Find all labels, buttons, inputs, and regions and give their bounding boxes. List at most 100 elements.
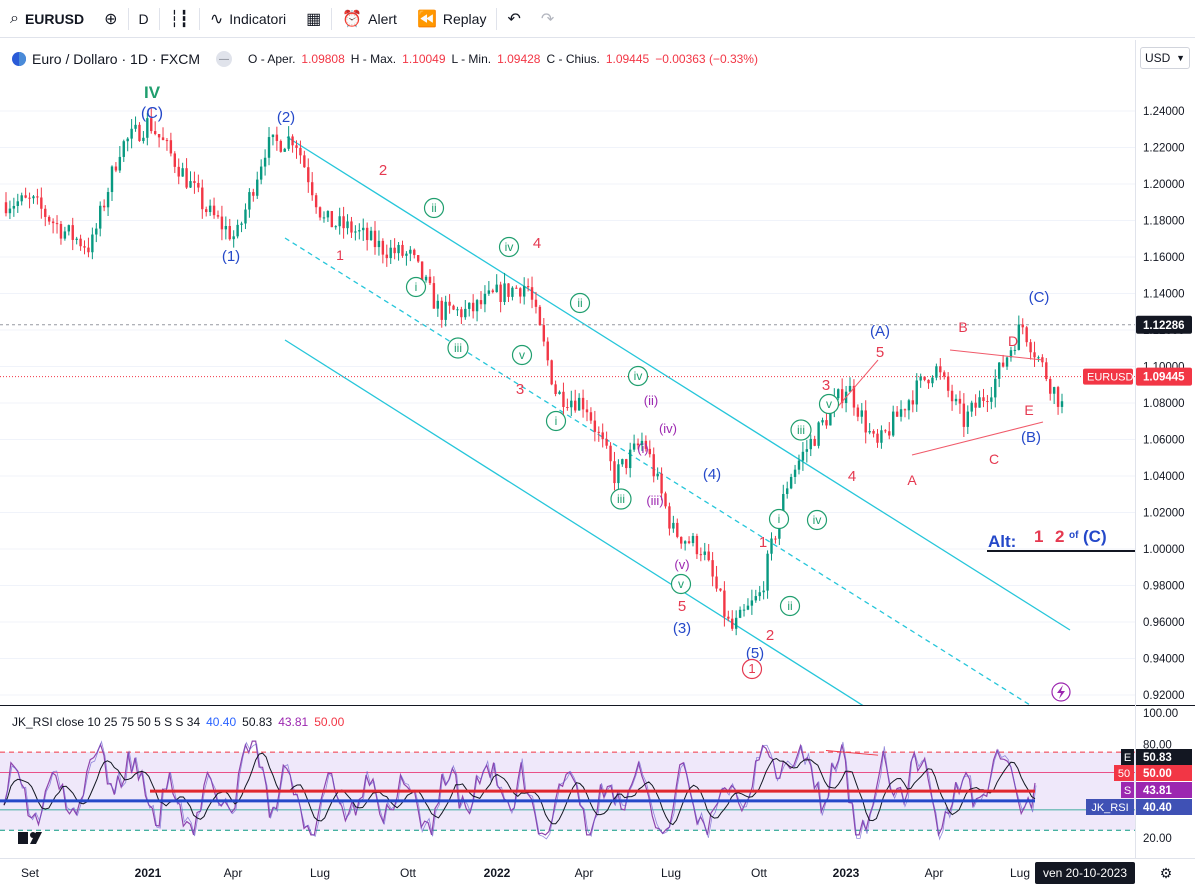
candle-body: [719, 588, 722, 591]
candle-body: [12, 205, 16, 209]
channel-middle-line: [284, 237, 1031, 705]
rsi-value-2: 50.83: [242, 715, 273, 729]
candle-body: [212, 205, 216, 216]
candle-body: [1033, 352, 1036, 358]
alert-button[interactable]: ⏰ Alert: [332, 0, 407, 38]
replay-button[interactable]: ⏪ Replay: [407, 0, 497, 38]
candle-body: [707, 551, 710, 561]
candle-body: [703, 551, 706, 555]
wave-label: (i): [637, 441, 649, 456]
price-axis[interactable]: 1.24000 1.22000 1.20000 1.18000 1.16000 1.140…: [1143, 106, 1185, 702]
last-price-text: 1.09445: [1143, 372, 1185, 384]
candle-body: [389, 247, 392, 259]
legend-toggle-icon[interactable]: —: [216, 51, 233, 67]
candle-body: [79, 238, 82, 247]
rsi-value-box: [1136, 799, 1192, 815]
gear-icon[interactable]: ⚙: [1160, 865, 1173, 881]
candle-body: [495, 284, 498, 293]
candle-body: [122, 141, 125, 157]
price-tick-label: 0.98000: [1143, 581, 1185, 593]
wave-label: iii: [617, 492, 625, 506]
wave-label: v: [678, 577, 684, 591]
candle-body: [224, 226, 228, 230]
candle-body: [943, 372, 946, 377]
candle-body: [683, 541, 687, 544]
wave-label: iv: [505, 240, 514, 254]
candle-body: [1009, 350, 1013, 358]
wave-label: E: [1024, 402, 1033, 418]
undo-button[interactable]: ↶: [497, 0, 530, 38]
candle-body: [625, 459, 628, 469]
wave-label-circle: [511, 344, 533, 366]
candle-body: [754, 596, 757, 601]
candle-body: [358, 230, 361, 232]
candle-body: [864, 410, 867, 433]
currency-select[interactable]: USD ▼: [1140, 47, 1190, 69]
candle-body: [444, 301, 447, 320]
candle-body: [460, 309, 463, 318]
wave-label-circle: [405, 276, 427, 298]
candle-body: [189, 181, 192, 188]
candle-body: [793, 469, 797, 477]
candle-body: [381, 240, 385, 255]
indicators-button[interactable]: ∿ Indicatori: [200, 0, 296, 38]
candle-body: [416, 255, 420, 262]
lightning-icon: [1057, 685, 1065, 699]
candle-body: [1017, 324, 1021, 350]
candle-body: [181, 168, 184, 177]
candle-body: [530, 287, 534, 300]
candle-body: [782, 493, 785, 518]
candle-body: [436, 300, 440, 309]
legend-low-value: 1.09428: [497, 52, 541, 66]
interval-button[interactable]: D: [129, 0, 159, 38]
rsi-value-3: 43.81: [278, 715, 309, 729]
candle-body: [809, 438, 812, 450]
time-tick-label: 2023: [833, 866, 860, 880]
rsi-key-box: [1121, 782, 1134, 798]
legend-high-value: 1.10049: [402, 52, 446, 66]
compare-button[interactable]: ⊕: [94, 0, 127, 38]
wave-label: i: [415, 280, 418, 294]
candle-body: [216, 215, 220, 217]
layouts-button[interactable]: ▦: [296, 0, 331, 38]
candle-body: [456, 309, 459, 311]
candle-body: [939, 366, 942, 373]
alt-wave-c: (C): [1083, 527, 1107, 546]
redo-button[interactable]: ↷: [531, 0, 564, 38]
rsi-key-label: 50: [1118, 768, 1130, 780]
wave-label: IV: [144, 83, 161, 102]
candle-body: [499, 284, 502, 303]
alt-label: Alt:: [988, 532, 1016, 551]
candle-body: [628, 449, 632, 469]
candle-body: [483, 293, 487, 305]
candle-body: [636, 443, 640, 446]
candle-body: [680, 536, 683, 544]
candle-series: [4, 108, 1064, 636]
candle-body: [283, 148, 286, 152]
candle-body: [240, 223, 243, 225]
time-axis[interactable]: Set 2021 Apr Lug Ott 2022 Apr Lug Ott 2023 Apr Lug v…: [18, 832, 1172, 884]
candle-body: [295, 145, 298, 148]
candle-body: [558, 391, 561, 395]
symbol-search[interactable]: ⌕ EURUSD: [0, 0, 94, 38]
candle-body: [464, 308, 467, 318]
candle-body: [232, 236, 235, 240]
candle-body: [711, 560, 714, 577]
candle-body: [153, 131, 157, 135]
price-tick-label: 1.20000: [1143, 179, 1185, 191]
candle-body: [428, 276, 432, 284]
rsi-key-box: [1114, 765, 1134, 781]
triangle-lower-line: [911, 421, 1044, 456]
candle-body: [287, 136, 290, 149]
candle-body: [589, 412, 593, 421]
candle-body: [621, 459, 624, 465]
candle-body: [774, 538, 777, 540]
candle-body: [8, 208, 12, 214]
redo-icon: ↷: [540, 10, 555, 28]
chart-type-button[interactable]: ┆┇: [160, 0, 199, 38]
candle-body: [134, 124, 137, 129]
candle-body: [715, 576, 718, 589]
candle-body: [318, 207, 322, 218]
candle-body: [817, 422, 820, 446]
